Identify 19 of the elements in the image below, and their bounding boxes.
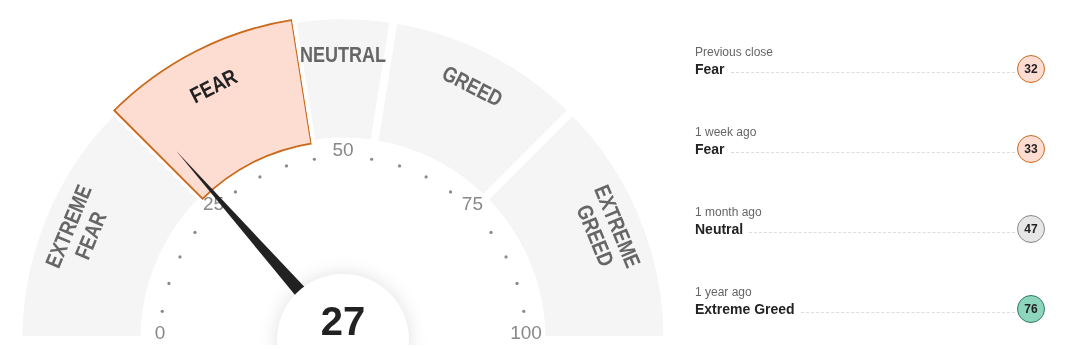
text: 50 <box>332 139 354 161</box>
slice-label: NEUTRAL <box>299 42 387 67</box>
text: 1 month ago <box>695 204 763 220</box>
text: 0 <box>154 322 166 344</box>
text: 32 <box>1017 55 1045 83</box>
text: 1 year ago <box>695 284 753 300</box>
text: 27 <box>320 299 366 344</box>
text: 76 <box>1017 295 1045 323</box>
text: Extreme Greed <box>695 301 795 317</box>
text: 1 week ago <box>695 124 758 140</box>
text: Fear <box>695 61 725 77</box>
text: Neutral <box>695 221 744 237</box>
text: Previous close <box>695 44 775 60</box>
text: 47 <box>1017 215 1045 243</box>
text: Fear <box>695 141 725 157</box>
text: 75 <box>461 192 483 214</box>
text: 100 <box>510 322 542 344</box>
text: 33 <box>1017 135 1045 163</box>
slice-label: FEAR <box>186 63 242 108</box>
